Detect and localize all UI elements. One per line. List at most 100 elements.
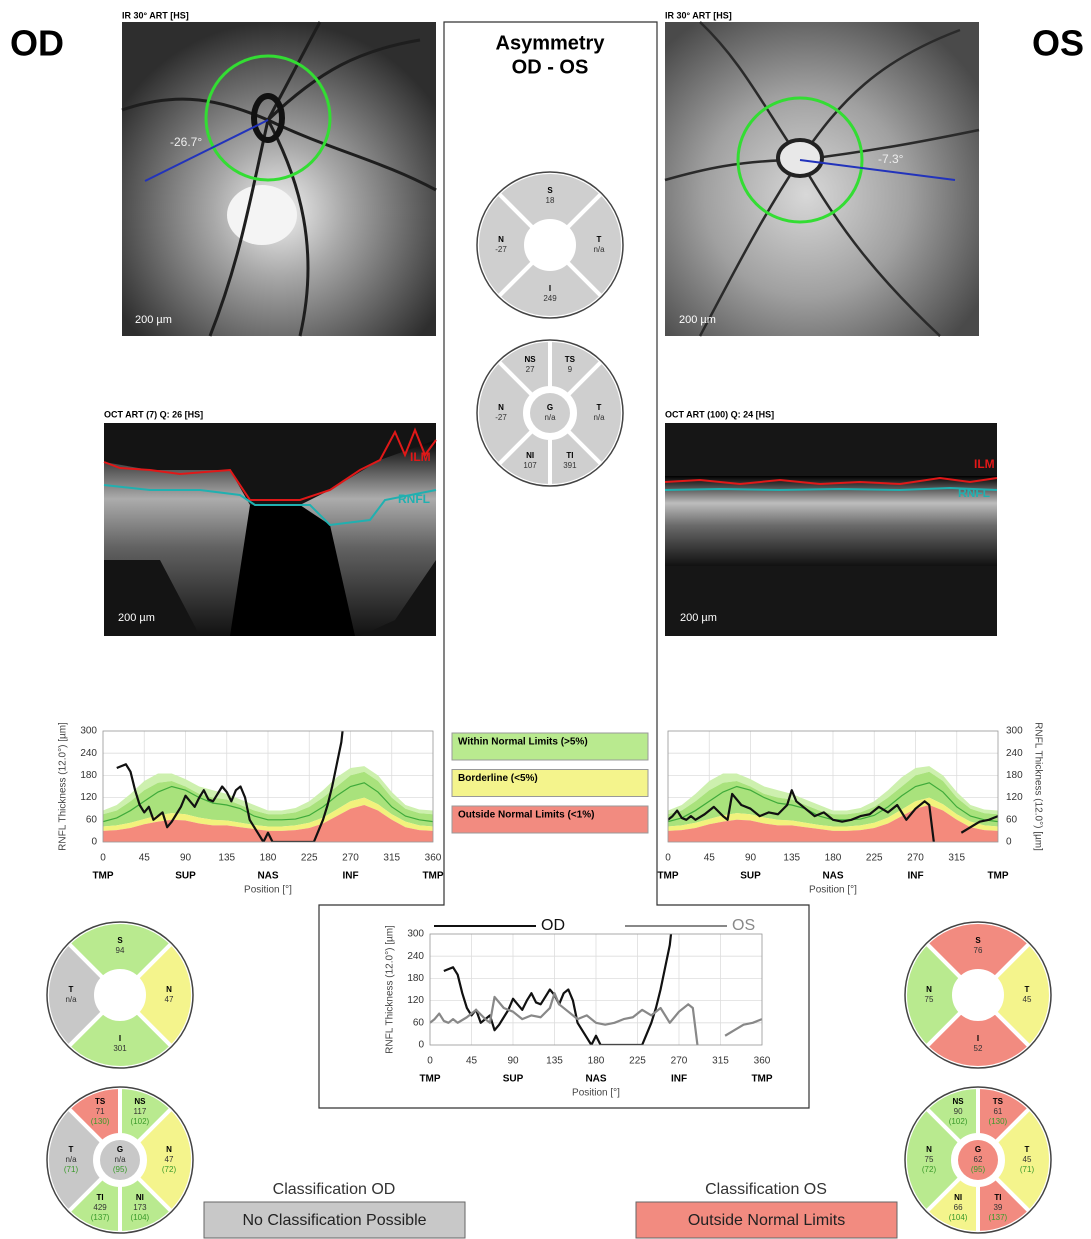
x-tick-label: 225 <box>301 853 318 864</box>
x-tick-label: 0 <box>100 853 106 864</box>
plot-frame <box>667 730 999 843</box>
angle-label: -7.3° <box>878 152 904 166</box>
sector-label: N <box>498 403 504 412</box>
sector-label: TS <box>565 355 576 364</box>
y-tick-label: 240 <box>407 951 424 962</box>
sector-normal: (137) <box>989 1213 1008 1222</box>
norm-band <box>668 771 998 827</box>
sector-value: 62 <box>974 1155 983 1164</box>
asymmetry-title: Asymmetry <box>496 32 606 54</box>
sector-value: 71 <box>96 1107 105 1116</box>
classification-result: Outside Normal Limits <box>688 1212 845 1229</box>
norm-band <box>668 797 998 831</box>
sector-outline <box>476 171 624 319</box>
x-tick-label: 315 <box>948 853 965 864</box>
data-line <box>668 789 998 842</box>
sector-value: 173 <box>133 1203 147 1212</box>
y-tick-label: 180 <box>1006 770 1023 781</box>
sector-outline <box>904 1086 1052 1234</box>
ilm-label: ILM <box>410 450 431 464</box>
sector-normal: (102) <box>131 1117 150 1126</box>
region-label: INF <box>671 1074 687 1085</box>
legend-swatch <box>451 805 649 834</box>
sector-label: G <box>117 1145 123 1154</box>
sector-normal: (104) <box>949 1213 968 1222</box>
y-tick-label: 180 <box>407 973 424 984</box>
x-axis-title: Position [°] <box>244 885 292 896</box>
region-label: NAS <box>257 871 278 882</box>
plot-area <box>103 731 433 842</box>
sector-value: 39 <box>993 1203 1002 1212</box>
sector-label: S <box>117 936 123 945</box>
sector-normal: (130) <box>989 1117 1008 1126</box>
sector-label: TI <box>566 451 573 460</box>
norm-band <box>103 797 433 831</box>
sector-value: -27 <box>495 413 507 422</box>
legend-label: OD <box>541 917 565 934</box>
norm-band <box>103 805 433 842</box>
sector-label: N <box>498 235 504 244</box>
ir-image <box>665 22 979 336</box>
x-tick-label: 180 <box>260 853 277 864</box>
sector-label: N <box>926 1145 932 1154</box>
sector-label: I <box>977 1034 979 1043</box>
sector-label: TI <box>994 1193 1001 1202</box>
sector-label: N <box>166 1145 172 1154</box>
x-tick-label: 360 <box>754 1056 771 1067</box>
sector-value: 47 <box>165 1155 174 1164</box>
vessels <box>664 21 980 337</box>
x-tick-label: 315 <box>712 1056 729 1067</box>
sector <box>100 1140 140 1180</box>
sector-normal: (130) <box>91 1117 110 1126</box>
sector-value: n/a <box>65 1155 77 1164</box>
y-tick-label: 300 <box>1006 726 1023 737</box>
optic-disc <box>776 138 824 178</box>
x-tick-label: 270 <box>907 853 924 864</box>
x-tick-label: 45 <box>139 853 151 864</box>
x-tick-label: 225 <box>866 853 883 864</box>
sector-label: TS <box>95 1097 106 1106</box>
region-label: TMP <box>419 1074 440 1085</box>
sector-value: 9 <box>568 365 573 374</box>
x-tick-label: 270 <box>671 1056 688 1067</box>
sector-value: 301 <box>113 1044 127 1053</box>
rnfl-label: RNFL <box>958 486 990 500</box>
sector-label: S <box>547 186 553 195</box>
region-label: SUP <box>740 871 761 882</box>
sector-normal: (71) <box>1020 1165 1035 1174</box>
image-label: OCT ART (100) Q: 24 [HS] <box>665 409 774 419</box>
sector-value: 107 <box>523 461 537 470</box>
x-tick-label: 0 <box>427 1056 433 1067</box>
x-axis-title: Position [°] <box>809 885 857 896</box>
sector-label: NI <box>526 451 534 460</box>
x-tick-label: 90 <box>745 853 757 864</box>
sector-value: n/a <box>593 245 605 254</box>
sector-normal: (137) <box>91 1213 110 1222</box>
rnfl-label: RNFL <box>398 492 430 506</box>
sector-label: N <box>166 985 172 994</box>
direction-arrow <box>799 159 956 181</box>
sector-value: 75 <box>925 1155 934 1164</box>
sector-value: 52 <box>974 1044 983 1053</box>
legend-label: Outside Normal Limits (<1%) <box>458 810 594 821</box>
norm-band <box>103 771 433 827</box>
data-line <box>116 731 344 842</box>
sector-label: NS <box>134 1097 146 1106</box>
image-label: IR 30° ART [HS] <box>665 10 732 20</box>
sector-value: 27 <box>526 365 535 374</box>
classification-box <box>203 1201 466 1239</box>
x-tick-label: 225 <box>629 1056 646 1067</box>
region-label: TMP <box>657 871 678 882</box>
classification-title: Classification OD <box>273 1181 396 1198</box>
image-label: IR 30° ART [HS] <box>122 10 189 20</box>
x-tick-label: 0 <box>665 853 671 864</box>
scale-label: 200 µm <box>680 612 717 624</box>
norm-mean <box>103 782 433 823</box>
sector-label: T <box>69 985 74 994</box>
region-label: TMP <box>92 871 113 882</box>
direction-arrow <box>144 119 269 182</box>
y-tick-label: 60 <box>413 1017 425 1028</box>
eye-title: OS <box>1032 23 1084 64</box>
